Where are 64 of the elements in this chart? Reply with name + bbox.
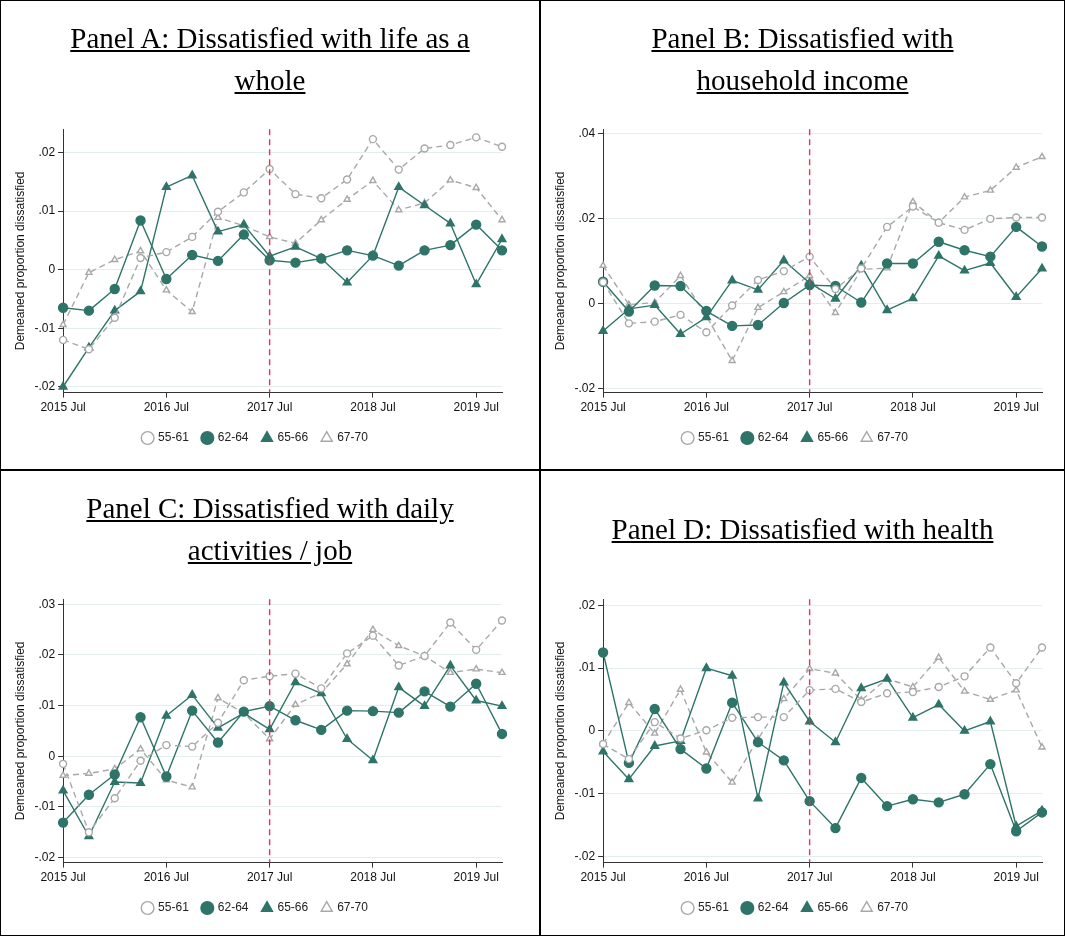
x-tick-label: 2015 Jul	[580, 870, 626, 885]
x-tick-label: 2019 Jul	[993, 400, 1039, 415]
legend-label: 55-61	[158, 430, 190, 445]
y-axis-title: Demeaned proportion dissatisfied	[12, 171, 27, 351]
chart-title: Panel A: Dissatisfied with life as a whole	[69, 21, 471, 98]
chart-title: Panel B: Dissatisfied with household income	[650, 21, 955, 98]
legend-label: 62-64	[757, 900, 789, 915]
legend-label: 55-61	[158, 900, 190, 915]
y-tick-label: -.02	[34, 379, 56, 394]
y-tick-label: -.01	[34, 320, 56, 335]
y-tick-label: .02	[38, 647, 56, 662]
x-tick-label: 2015 Jul	[40, 870, 86, 885]
y-tick-label: .01	[578, 660, 596, 675]
legend-label: 62-64	[217, 900, 249, 915]
x-tick-label: 2019 Jul	[453, 400, 499, 415]
legend-label: 65-66	[277, 900, 309, 915]
y-axis-title: Demeaned proportion dissatisfied	[552, 641, 567, 821]
y-tick-label: -.02	[574, 380, 596, 395]
legend-label: 62-64	[217, 430, 249, 445]
x-tick-label: 2018 Jul	[350, 400, 396, 415]
y-tick-label: .02	[38, 144, 56, 159]
x-tick-label: 2019 Jul	[993, 870, 1039, 885]
y-tick-label: 0	[48, 261, 56, 276]
x-tick-label: 2016 Jul	[143, 870, 190, 885]
legend-label: 62-64	[757, 430, 789, 445]
x-tick-label: 2017 Jul	[786, 400, 833, 415]
y-tick-label: -.02	[34, 849, 56, 864]
y-tick-label: .02	[578, 210, 596, 225]
x-tick-label: 2018 Jul	[890, 870, 936, 885]
chart-title: Panel C: Dissatisfied with daily activities / job	[85, 491, 455, 568]
legend-label: 67-70	[877, 430, 909, 445]
y-tick-label: -.01	[574, 785, 596, 800]
legend-label: 55-61	[698, 900, 730, 915]
legend-label: 65-66	[817, 430, 849, 445]
legend-label: 67-70	[877, 900, 909, 915]
y-tick-label: 0	[588, 295, 596, 310]
x-tick-label: 2019 Jul	[453, 870, 499, 885]
y-tick-label: .01	[38, 203, 56, 218]
x-tick-label: 2018 Jul	[890, 400, 936, 415]
y-tick-label: -.01	[34, 799, 56, 814]
y-axis-title: Demeaned proportion dissatisfied	[552, 171, 567, 351]
y-tick-label: 0	[48, 748, 56, 763]
x-tick-label: 2017 Jul	[246, 400, 293, 415]
y-tick-label: -.02	[574, 848, 596, 863]
legend-label: 67-70	[337, 900, 369, 915]
x-tick-label: 2018 Jul	[350, 870, 396, 885]
x-tick-label: 2016 Jul	[143, 400, 190, 415]
y-tick-label: 0	[588, 723, 596, 738]
x-tick-label: 2015 Jul	[40, 400, 86, 415]
legend-label: 67-70	[337, 430, 369, 445]
x-tick-label: 2017 Jul	[246, 870, 293, 885]
y-tick-label: .01	[38, 697, 56, 712]
y-tick-label: .02	[578, 597, 596, 612]
y-axis-title: Demeaned proportion dissatisfied	[12, 641, 27, 821]
x-tick-label: 2016 Jul	[683, 400, 730, 415]
y-tick-label: .04	[578, 125, 596, 140]
y-tick-label: .03	[38, 596, 56, 611]
x-tick-label: 2016 Jul	[683, 870, 730, 885]
legend-label: 55-61	[698, 430, 730, 445]
x-tick-label: 2017 Jul	[786, 870, 833, 885]
chart-title: Panel D: Dissatisfied with health	[610, 512, 995, 547]
legend-label: 65-66	[277, 430, 309, 445]
x-tick-label: 2015 Jul	[580, 400, 626, 415]
legend-label: 65-66	[817, 900, 849, 915]
